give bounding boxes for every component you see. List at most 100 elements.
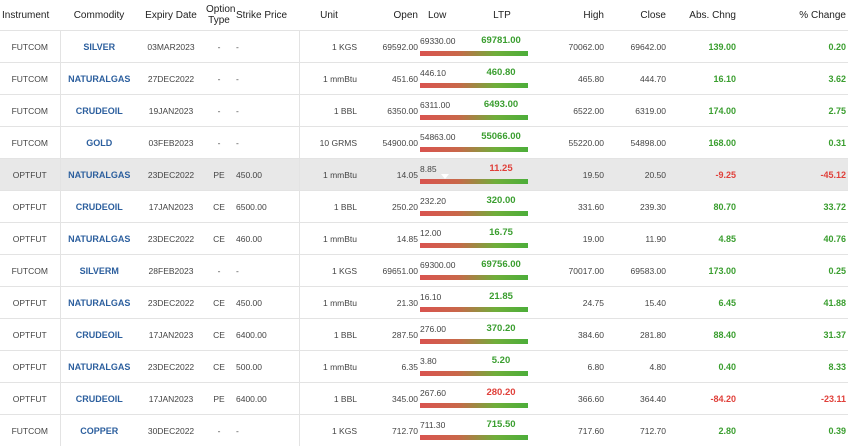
instrument-cell: OPTFUT	[0, 319, 60, 351]
pct-change-cell: 31.37	[738, 319, 848, 351]
ltp-marker-icon	[497, 78, 505, 83]
option-type-cell: CE	[204, 287, 234, 319]
unit-cell: 1 KGS	[299, 255, 359, 287]
header-open[interactable]: Open	[359, 0, 420, 31]
pct-change-cell: 40.76	[738, 223, 848, 255]
header-strike-price[interactable]: Strike Price	[234, 0, 299, 31]
commodity-link[interactable]: CRUDEOIL	[60, 383, 138, 415]
instrument-cell: OPTFUT	[0, 223, 60, 255]
commodity-link[interactable]: NATURALGAS	[60, 287, 138, 319]
abs-change-cell: 6.45	[668, 287, 738, 319]
header-abs-change[interactable]: Abs. Chng	[668, 0, 738, 31]
ltp-marker-icon	[483, 46, 491, 51]
low-value: 12.00	[420, 228, 441, 238]
close-cell: 239.30	[606, 191, 668, 223]
expiry-date-cell: 30DEC2022	[138, 415, 204, 446]
unit-cell: 1 BBL	[299, 191, 359, 223]
unit-cell: 1 BBL	[299, 319, 359, 351]
header-pct-change[interactable]: % Change	[738, 0, 848, 31]
abs-change-cell: 80.70	[668, 191, 738, 223]
high-cell: 19.00	[530, 223, 606, 255]
instrument-cell: FUTCOM	[0, 127, 60, 159]
strike-price-cell: 450.00	[234, 287, 299, 319]
header-low-ltp[interactable]: Low LTP	[420, 0, 530, 31]
option-type-cell: -	[204, 95, 234, 127]
commodity-link[interactable]: SILVERM	[60, 255, 138, 287]
header-option-type[interactable]: Option Type	[204, 0, 234, 31]
commodity-link[interactable]: NATURALGAS	[60, 159, 138, 191]
header-unit[interactable]: Unit	[299, 0, 359, 31]
high-cell: 6522.00	[530, 95, 606, 127]
day-range-bar	[420, 147, 528, 152]
day-range-bar	[420, 403, 528, 408]
pct-change-cell: 0.31	[738, 127, 848, 159]
commodity-link[interactable]: CRUDEOIL	[60, 319, 138, 351]
instrument-cell: OPTFUT	[0, 159, 60, 191]
strike-price-cell: 460.00	[234, 223, 299, 255]
close-cell: 4.80	[606, 351, 668, 383]
open-cell: 54900.00	[359, 127, 420, 159]
header-instrument[interactable]: Instrument	[0, 0, 60, 31]
ltp-marker-icon	[511, 206, 519, 211]
open-cell: 451.60	[359, 63, 420, 95]
strike-price-cell: -	[234, 415, 299, 446]
commodity-link[interactable]: COPPER	[60, 415, 138, 446]
low-value: 54863.00	[420, 132, 455, 142]
commodity-link[interactable]: CRUDEOIL	[60, 191, 138, 223]
open-cell: 14.85	[359, 223, 420, 255]
ltp-value: 16.75	[474, 227, 528, 238]
open-cell: 345.00	[359, 383, 420, 415]
pct-change-cell: 0.20	[738, 31, 848, 63]
header-close[interactable]: Close	[606, 0, 668, 31]
low-value: 69330.00	[420, 36, 455, 46]
commodity-link[interactable]: NATURALGAS	[60, 351, 138, 383]
close-cell: 712.70	[606, 415, 668, 446]
expiry-date-cell: 23DEC2022	[138, 223, 204, 255]
commodity-link[interactable]: GOLD	[60, 127, 138, 159]
close-cell: 69583.00	[606, 255, 668, 287]
low-value: 3.80	[420, 356, 437, 366]
abs-change-cell: 88.40	[668, 319, 738, 351]
unit-cell: 10 GRMS	[299, 127, 359, 159]
expiry-date-cell: 23DEC2022	[138, 159, 204, 191]
ltp-value: 21.85	[474, 291, 528, 302]
open-cell: 69651.00	[359, 255, 420, 287]
ltp-marker-icon	[467, 366, 475, 371]
header-high[interactable]: High	[530, 0, 606, 31]
abs-change-cell: 16.10	[668, 63, 738, 95]
commodity-link[interactable]: SILVER	[60, 31, 138, 63]
high-cell: 331.60	[530, 191, 606, 223]
abs-change-cell: 4.85	[668, 223, 738, 255]
header-commodity[interactable]: Commodity	[60, 0, 138, 31]
expiry-date-cell: 03FEB2023	[138, 127, 204, 159]
header-ltp: LTP	[449, 10, 511, 21]
commodity-link[interactable]: NATURALGAS	[60, 223, 138, 255]
unit-cell: 1 BBL	[299, 95, 359, 127]
ltp-marker-icon	[489, 238, 497, 243]
commodity-link[interactable]: CRUDEOIL	[60, 95, 138, 127]
high-cell: 465.80	[530, 63, 606, 95]
low-value: 8.85	[420, 164, 437, 174]
open-cell: 21.30	[359, 287, 420, 319]
high-cell: 70062.00	[530, 31, 606, 63]
unit-cell: 1 mmBtu	[299, 159, 359, 191]
ltp-value: 69756.00	[474, 259, 528, 270]
table-header-row: Instrument Commodity Expiry Date Option …	[0, 0, 848, 31]
header-expiry-date[interactable]: Expiry Date	[138, 0, 204, 31]
commodity-link[interactable]: NATURALGAS	[60, 63, 138, 95]
day-range-bar	[420, 179, 528, 184]
